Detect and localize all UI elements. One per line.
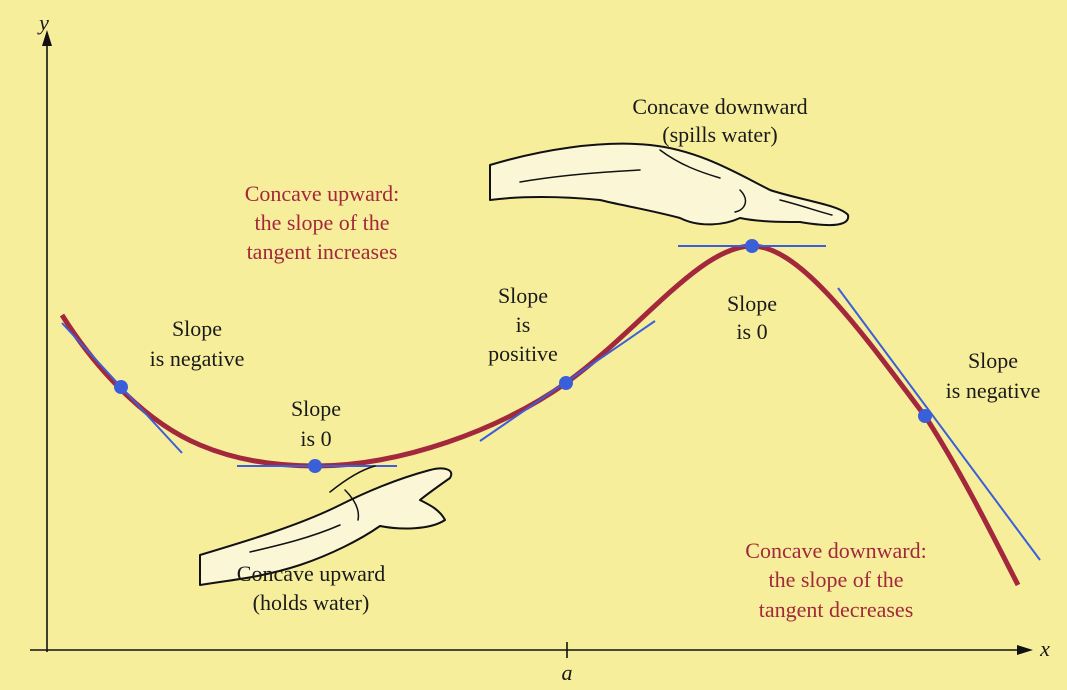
annotation-line: Concave downward xyxy=(632,94,807,119)
annotation-line: Concave upward xyxy=(237,561,385,586)
points xyxy=(114,239,932,473)
tangent-point xyxy=(308,459,322,473)
hand-spilling xyxy=(489,142,850,227)
annotation-line: Slope xyxy=(727,291,777,316)
tangent-point xyxy=(745,239,759,253)
x-arrow xyxy=(1017,645,1033,655)
tick-label: a xyxy=(562,660,573,685)
annotation-line: the slope of the xyxy=(768,567,903,592)
annotation-line: is 0 xyxy=(300,426,331,451)
annotation-line: positive xyxy=(488,341,558,366)
annotations: Concave downward (spills water) Concave … xyxy=(150,94,1041,622)
tangent-point xyxy=(918,409,932,423)
hand-holding xyxy=(199,465,453,586)
annotation-line: tangent decreases xyxy=(759,597,914,622)
tangent-point xyxy=(114,380,128,394)
annotation-line: (spills water) xyxy=(662,122,777,147)
tangent-line xyxy=(837,287,1041,561)
tangent-point xyxy=(559,376,573,390)
y-arrow xyxy=(42,30,52,46)
annotation-line: Concave upward: xyxy=(245,181,400,206)
annotation-line: tangent increases xyxy=(247,239,398,264)
annotation-line: Slope xyxy=(172,316,222,341)
annotation-line: (holds water) xyxy=(253,590,370,615)
annotation-line: is xyxy=(516,312,531,337)
annotation-line: is negative xyxy=(150,346,245,371)
annotation-line: is negative xyxy=(946,378,1041,403)
y-label: y xyxy=(37,10,49,35)
annotation-line: is 0 xyxy=(736,319,767,344)
axes xyxy=(30,40,1025,658)
annotation-line: Concave downward: xyxy=(745,538,926,563)
x-label: x xyxy=(1039,636,1050,661)
annotation-line: Slope xyxy=(968,348,1018,373)
annotation-line: Slope xyxy=(498,283,548,308)
annotation-line: the slope of the xyxy=(254,210,389,235)
annotation-line: Slope xyxy=(291,396,341,421)
